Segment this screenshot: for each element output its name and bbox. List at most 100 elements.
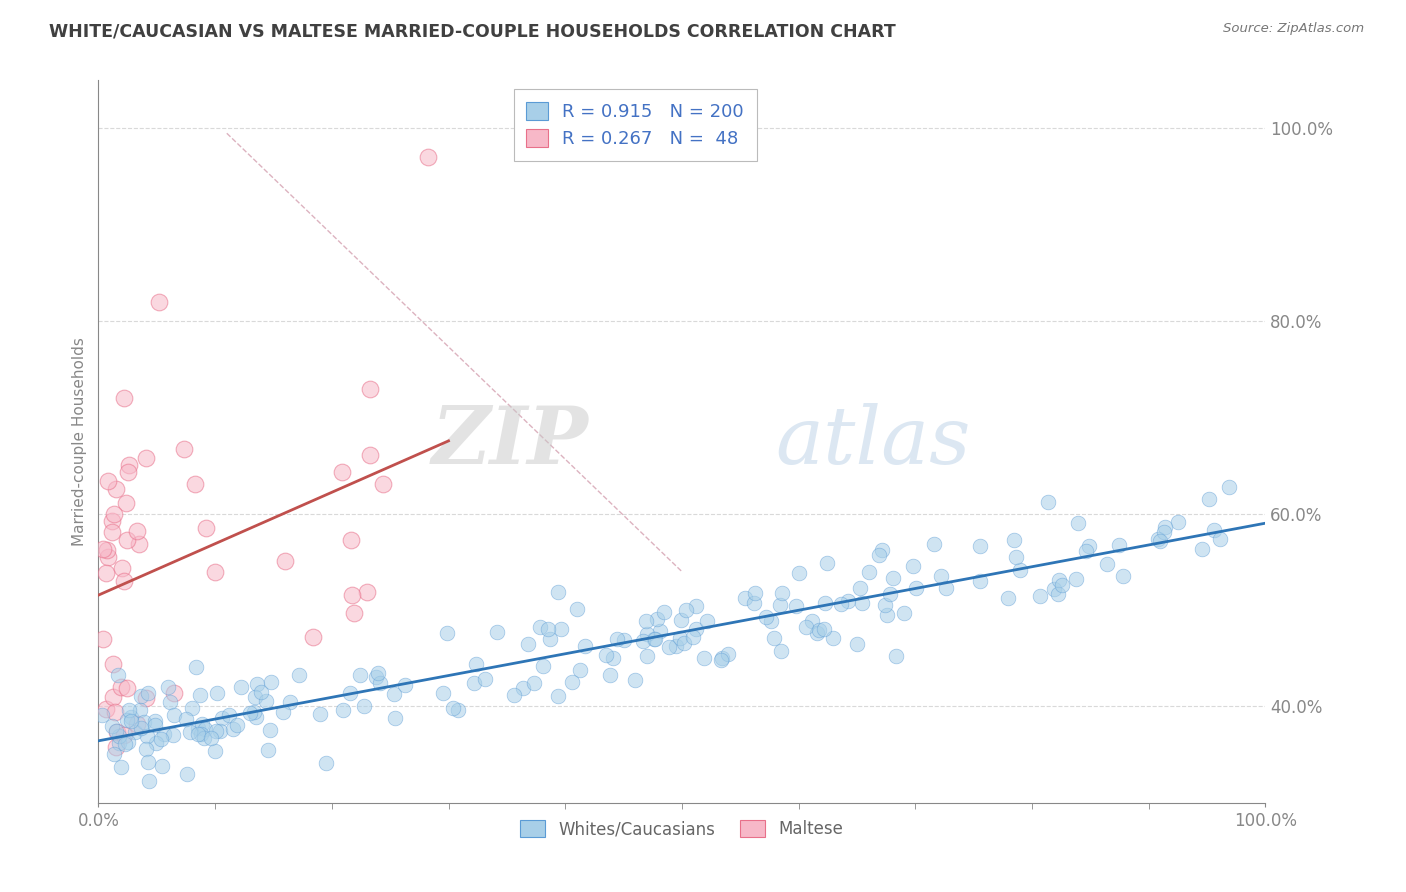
Point (184, 659, 207, 673)
Point (179, 724, 201, 739)
Point (734, 591, 756, 605)
Point (1202, 523, 1225, 537)
Point (568, 663, 591, 677)
Point (1074, 544, 1097, 558)
Point (254, 694, 277, 708)
Point (565, 602, 588, 616)
Point (574, 639, 596, 653)
Point (107, 736, 129, 750)
Point (643, 632, 665, 647)
Point (1146, 532, 1168, 546)
Point (1198, 491, 1220, 506)
Point (117, 735, 139, 749)
Point (204, 743, 226, 757)
Point (547, 689, 569, 703)
Point (742, 596, 765, 610)
Point (800, 614, 823, 628)
Point (163, 708, 186, 723)
Point (882, 571, 904, 585)
Point (648, 624, 671, 639)
Point (935, 581, 957, 595)
Point (929, 569, 952, 583)
Point (356, 585, 378, 599)
Point (205, 723, 228, 738)
Point (672, 635, 695, 649)
Point (1046, 587, 1069, 601)
Point (135, 742, 157, 756)
Point (1042, 582, 1064, 597)
Point (125, 717, 148, 731)
Point (315, 756, 337, 770)
Point (710, 651, 733, 665)
Point (250, 685, 273, 699)
Point (1036, 495, 1059, 509)
Point (129, 689, 152, 703)
Point (117, 466, 139, 480)
Point (512, 681, 534, 695)
Point (1218, 479, 1240, 493)
Point (682, 630, 704, 644)
Point (359, 448, 381, 462)
Y-axis label: Married-couple Households: Married-couple Households (72, 337, 87, 546)
Point (1209, 532, 1232, 546)
Point (516, 636, 538, 650)
Point (101, 719, 124, 733)
Point (222, 722, 245, 736)
Point (103, 507, 125, 521)
Point (858, 565, 880, 579)
Point (1095, 558, 1118, 572)
Point (128, 537, 150, 551)
Point (969, 539, 991, 553)
Point (901, 559, 924, 574)
Point (136, 755, 159, 769)
Point (118, 703, 141, 717)
Point (309, 706, 332, 721)
Point (103, 747, 125, 762)
Point (529, 620, 551, 634)
Point (231, 681, 253, 695)
Point (416, 150, 439, 164)
Point (173, 442, 195, 457)
Point (884, 648, 907, 663)
Point (382, 687, 405, 701)
Point (868, 548, 890, 562)
Point (243, 705, 266, 719)
Point (114, 737, 136, 751)
Point (101, 515, 124, 529)
Point (138, 773, 160, 788)
Point (105, 725, 128, 739)
Point (120, 714, 142, 728)
Point (190, 727, 212, 741)
Point (271, 705, 294, 719)
Point (893, 606, 915, 620)
Point (162, 728, 184, 742)
Point (1005, 550, 1028, 565)
Point (1112, 569, 1135, 583)
Point (432, 686, 454, 700)
Point (685, 599, 707, 613)
Point (613, 632, 636, 647)
Point (104, 706, 127, 720)
Point (194, 521, 217, 535)
Point (1002, 533, 1025, 548)
Point (538, 632, 561, 646)
Point (260, 675, 283, 690)
Point (96, 543, 118, 558)
Point (503, 689, 526, 703)
Point (1191, 542, 1213, 557)
Point (157, 680, 180, 694)
Point (815, 556, 838, 570)
Point (330, 466, 353, 480)
Point (531, 658, 554, 673)
Point (441, 701, 464, 715)
Point (105, 739, 128, 754)
Point (349, 668, 371, 682)
Point (150, 759, 173, 773)
Point (91, 632, 114, 646)
Point (111, 561, 134, 575)
Point (537, 622, 560, 636)
Point (187, 727, 209, 741)
Point (246, 676, 269, 690)
Point (339, 533, 361, 547)
Point (806, 625, 828, 640)
